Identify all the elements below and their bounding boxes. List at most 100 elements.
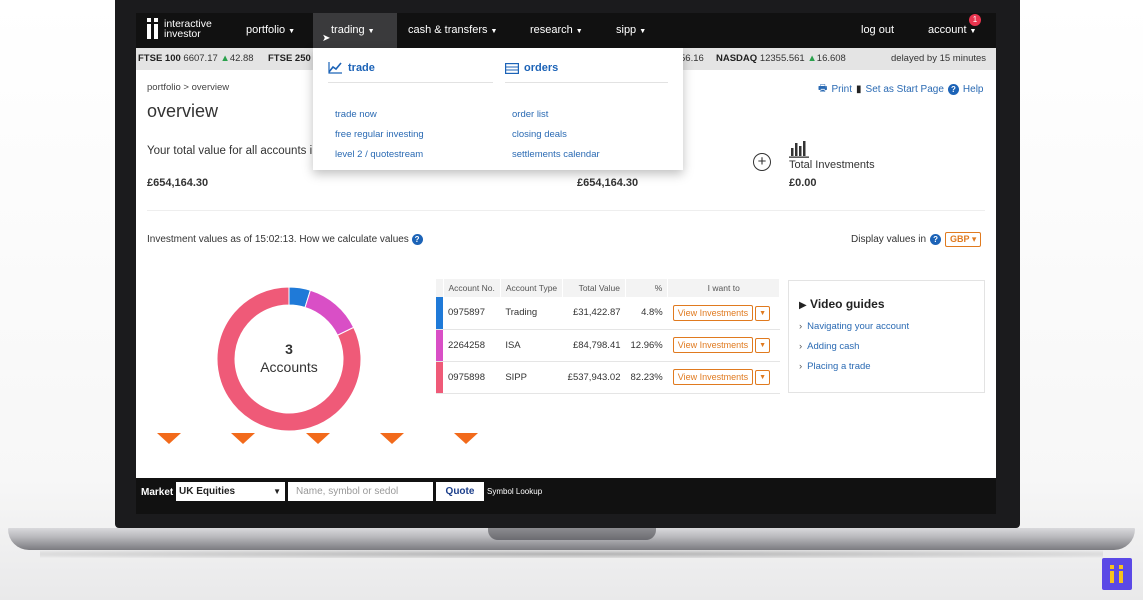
donut-count: 3	[285, 341, 293, 357]
nav-account[interactable]: account ▼	[928, 24, 977, 36]
settlements-calendar-link[interactable]: settlements calendar	[512, 149, 600, 160]
delay-notice: delayed by 15 minutes	[891, 53, 987, 64]
symbol-search-input[interactable]: Name, symbol or sedol	[288, 482, 433, 501]
total-value-text: Your total value for all accounts i	[147, 145, 313, 157]
divider	[505, 82, 668, 83]
account-type: ISA	[500, 329, 563, 362]
brand-line-2: investor	[164, 28, 201, 40]
play-icon: ▶	[799, 300, 807, 311]
laptop-notch	[488, 528, 656, 540]
guide-link[interactable]: Placing a trade	[799, 361, 974, 381]
account-value: £84,798.41	[562, 329, 626, 362]
view-investments-button[interactable]: View Investments	[672, 369, 754, 385]
divider	[147, 210, 985, 211]
video-guides-title: ▶ Video guides	[799, 297, 885, 311]
view-investments-button[interactable]: View Investments	[672, 337, 754, 353]
start-page-link[interactable]: Set as Start Page	[865, 84, 944, 95]
guide-link[interactable]: Adding cash	[799, 341, 974, 361]
table-icon	[505, 62, 519, 74]
quote-button[interactable]: Quote	[436, 482, 484, 501]
quote-bar: Market UK Equities ▼ Name, symbol or sedo…	[136, 478, 996, 514]
nav-portfolio[interactable]: portfolio ▼	[246, 24, 296, 36]
col-header: Total Value	[562, 279, 627, 297]
help-icon[interactable]: ?	[930, 234, 942, 245]
accounts-table: Account No. Account Type Total Value % I…	[436, 279, 781, 394]
accounts-donut-chart: 3 Accounts	[216, 286, 362, 432]
order-list-link[interactable]: order list	[512, 109, 549, 120]
table-row: 2264258 ISA £84,798.41 12.96% View Inves…	[436, 329, 780, 362]
col-header: Account Type	[500, 279, 564, 297]
orange-marker-icon	[380, 433, 404, 444]
print-link[interactable]: Print	[831, 84, 853, 95]
help-icon[interactable]: ?	[411, 234, 423, 245]
nav-cash-transfers[interactable]: cash & transfers ▼	[408, 24, 498, 36]
ticker-item[interactable]: NASDAQ 12355.561 ▲16.608	[716, 53, 846, 64]
col-header: Account No.	[443, 279, 501, 297]
ticker-item[interactable]: 56.16	[680, 53, 704, 64]
table-row: 0975898 SIPP £537,943.02 82.23% View Inv…	[436, 361, 780, 394]
chevron-down-icon: ▼	[288, 28, 296, 35]
ticker-item[interactable]: FTSE 250	[268, 53, 311, 64]
market-select[interactable]: UK Equities ▼	[176, 482, 285, 501]
chevron-down-icon[interactable]: ▼	[755, 305, 771, 321]
free-regular-investing-link[interactable]: free regular investing	[335, 129, 424, 140]
col-header: %	[625, 279, 669, 297]
row-color-bar	[436, 297, 443, 330]
donut-label: Accounts	[260, 359, 318, 375]
account-type: Trading	[500, 297, 563, 330]
nav-research[interactable]: research ▼	[530, 24, 583, 36]
account-no: 0975897	[443, 297, 501, 330]
brand-logo[interactable]: interactive investor	[146, 18, 212, 40]
orange-marker-icon	[231, 433, 255, 444]
total-value-amount-2: £654,164.30	[577, 177, 639, 189]
brand-line-1: interactive	[164, 18, 212, 30]
help-link[interactable]: Help	[962, 84, 984, 95]
currency-select[interactable]: GBP ▾	[945, 232, 982, 247]
chevron-down-icon[interactable]: ▼	[755, 337, 771, 353]
closing-deals-link[interactable]: closing deals	[512, 129, 567, 140]
view-investments-button[interactable]: View Investments	[672, 304, 754, 321]
breadcrumb[interactable]: portfolio > overview	[147, 82, 230, 93]
nav-sipp[interactable]: sipp ▼	[616, 24, 647, 36]
account-percent: 12.96%	[625, 329, 668, 362]
chevron-down-icon: ▼	[273, 487, 281, 496]
account-no: 0975898	[443, 361, 501, 394]
bar-chart-icon	[789, 140, 809, 163]
values-as-of: Investment values as of 15:02:13. How we…	[147, 234, 423, 245]
divider	[328, 82, 493, 83]
browser-screen: interactive investor portfolio ▼ trading ▼…	[136, 13, 996, 514]
chevron-down-icon: ▼	[490, 28, 498, 35]
account-no: 2264258	[443, 329, 501, 362]
guide-link[interactable]: Navigating your account	[799, 321, 974, 341]
ticker-item[interactable]: FTSE 100 6607.17 ▲42.88	[138, 53, 254, 64]
level2-quotestream-link[interactable]: level 2 / quotestream	[335, 149, 424, 160]
row-color-bar	[436, 361, 443, 394]
logout-link[interactable]: log out	[861, 24, 895, 36]
laptop-shadow	[40, 550, 1103, 558]
ii-logo-icon	[1102, 558, 1132, 590]
trade-now-link[interactable]: trade now	[335, 109, 377, 120]
chevron-down-icon[interactable]: ▼	[755, 369, 771, 385]
page-title: overview	[147, 101, 219, 121]
total-value-amount: £654,164.30	[147, 177, 209, 189]
donut-segment-0975898[interactable]	[216, 286, 362, 432]
orders-heading: orders	[505, 62, 558, 74]
donut-segment-2264258[interactable]	[304, 289, 355, 336]
nav-trading[interactable]: trading ▼	[313, 13, 397, 48]
col-header: I want to	[667, 279, 781, 297]
chevron-down-icon: ▼	[969, 28, 977, 35]
help-icon[interactable]: ?	[947, 84, 959, 95]
account-percent: 82.23%	[625, 361, 668, 394]
chevron-down-icon: ▼	[367, 28, 375, 35]
top-nav: interactive investor portfolio ▼ trading ▼…	[136, 13, 996, 48]
mouse-cursor-icon: ➤	[322, 33, 331, 44]
add-circle-icon[interactable]: +	[753, 153, 771, 171]
arrow-up-icon: ▲	[807, 53, 817, 64]
account-value: £31,422.87	[562, 297, 626, 330]
orange-marker-icon	[306, 433, 330, 444]
row-color-bar	[436, 329, 443, 362]
symbol-lookup-link[interactable]: Symbol Lookup	[487, 487, 543, 496]
chevron-down-icon: ▼	[639, 28, 647, 35]
account-type: SIPP	[500, 361, 563, 394]
print-icon[interactable]: 🖶	[818, 83, 828, 94]
